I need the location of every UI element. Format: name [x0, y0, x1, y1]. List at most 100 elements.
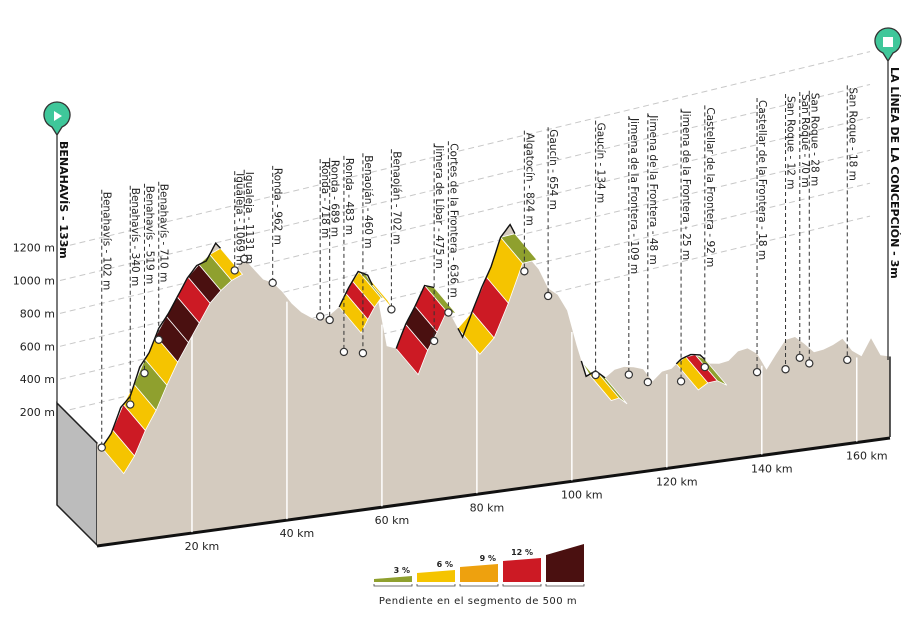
waypoint-dot — [429, 336, 439, 346]
terrain-area — [97, 224, 890, 545]
waypoint-label: Benahavís - 710 m — [158, 184, 170, 283]
waypoint-dot — [126, 400, 135, 409]
waypoint-label: Igualeja - 1131 m — [243, 172, 255, 264]
waypoint-label: Ronda - 718 m — [319, 161, 331, 238]
waypoint-label: Ronda - 689 m — [329, 160, 341, 237]
waypoint-dot — [140, 368, 149, 378]
legend-swatch — [460, 564, 498, 582]
waypoint-label: San Roque - 12 m — [785, 96, 797, 190]
waypoint-dot — [230, 266, 239, 275]
stop-glyph — [883, 37, 893, 47]
waypoint-dot — [97, 443, 106, 452]
profile-side-face — [56, 401, 98, 547]
waypoint-label: Benaoján - 702 m — [390, 151, 402, 244]
x-tick-label: 160 km — [846, 450, 888, 463]
gridline — [59, 215, 871, 413]
waypoint-label: Gaucín - 134 m — [595, 123, 607, 204]
play-glyph — [54, 111, 62, 121]
x-tick-label: 100 km — [561, 488, 603, 501]
waypoint-dot — [315, 312, 325, 321]
waypoint-label: Benahavís - 519 m — [143, 186, 155, 285]
legend-label: 3 % — [394, 566, 410, 575]
waypoint-label: Gaucín - 654 m — [547, 129, 559, 210]
gridline — [59, 84, 871, 281]
gridline — [59, 51, 871, 249]
legend-label: 12 % — [511, 548, 533, 557]
y-tick-label: 200 m — [20, 406, 55, 419]
waypoint-dot — [444, 308, 453, 317]
grade-band — [499, 233, 538, 264]
waypoint-dot — [325, 315, 334, 325]
legend-bracket — [502, 584, 542, 587]
waypoint-label: Castellar de la Frontera - 18 m — [756, 100, 768, 260]
waypoint-label: Ronda - 962 m — [272, 168, 284, 245]
start-finish-markers: BENAHAVÍS - 133m LA LÍNEA DE LA CONCEPCIÓ… — [43, 27, 902, 404]
waypoint-dot — [520, 267, 529, 276]
waypoint-layer: Benahavís - 102 m Benahavís - 340 m Benaha… — [97, 85, 858, 452]
climb — [457, 223, 538, 355]
waypoint-label: Jimena de la Frontera - 48 m — [647, 114, 659, 264]
waypoint-label: Jimena de la Frontera - 109 m — [628, 117, 640, 274]
waypoint-dot — [795, 353, 804, 362]
x-tick-label: 40 km — [280, 527, 315, 540]
waypoint-dot — [843, 355, 852, 365]
climb-outline — [675, 353, 706, 365]
legend-bracket — [373, 584, 413, 587]
y-tick-label: 1200 m — [13, 242, 55, 255]
grid-layer — [59, 51, 871, 413]
x-tick-label: 140 km — [751, 462, 793, 475]
x-tick-label: 120 km — [656, 475, 698, 488]
legend-swatch — [503, 558, 541, 582]
legend-swatch — [417, 570, 455, 582]
start-marker: BENAHAVÍS - 133m — [43, 101, 71, 404]
legend-swatch — [546, 544, 584, 582]
waypoint-dot — [700, 362, 710, 372]
legend-bracket — [416, 584, 456, 587]
waypoint-dot — [643, 377, 653, 387]
y-tick-label: 1000 m — [13, 275, 55, 288]
x-tick-label: 20 km — [185, 540, 220, 553]
climb — [395, 284, 458, 376]
legend-label: 6 % — [437, 560, 453, 569]
waypoint-dot — [676, 377, 686, 386]
legend-title: Pendiente en el segmento de 500 m — [379, 596, 577, 607]
waypoint-label: Ronda - 483 m — [343, 158, 355, 235]
waypoint-label: Benaoján - 460 m — [362, 155, 374, 248]
climb-outline — [101, 242, 222, 448]
waypoint-dot — [240, 254, 249, 264]
climb — [338, 270, 395, 334]
gridline — [59, 182, 871, 380]
waypoint-dot — [781, 365, 790, 374]
waypoint-dot — [339, 347, 349, 357]
legend-label: 9 % — [480, 554, 496, 563]
legend: 3 % 6 % 9 % 12 % Pendiente en el segmento de… — [373, 544, 585, 607]
waypoint-dot — [268, 278, 277, 288]
y-tick-label: 800 m — [20, 307, 55, 320]
climb-outline — [338, 270, 374, 308]
waypoint-dot — [358, 348, 368, 358]
waypoint-label: Benahavís - 102 m — [101, 192, 113, 291]
waypoint-dot — [387, 305, 396, 314]
legend-bracket — [545, 584, 585, 587]
climb-outline — [395, 284, 435, 349]
waypoint-label: San Roque - 28 m — [808, 93, 820, 187]
y-tick-label: 400 m — [20, 373, 55, 386]
x-tick-label: 60 km — [375, 514, 410, 527]
waypoint-dot — [624, 370, 634, 379]
waypoint-dot — [805, 359, 814, 368]
legend-bracket — [459, 584, 499, 587]
x-axis-labels: 20 km 40 km 60 km 80 km 100 km 120 km 140 km 16… — [185, 450, 888, 554]
terrain-layer — [56, 224, 891, 548]
x-tick-label: 80 km — [470, 501, 505, 514]
base-line — [96, 436, 891, 548]
gridline — [59, 116, 871, 314]
gridline — [59, 149, 871, 347]
waypoint-label: Jimera de Líbar - 475 m — [433, 144, 445, 269]
waypoint-dot — [591, 370, 600, 380]
waypoint-label: Jimena de la Frontera - 25 m — [680, 110, 692, 260]
waypoint-dot — [543, 291, 553, 301]
waypoint-label: Igualeja - 1069 m — [234, 173, 246, 265]
waypoint-label: Castellar de la Frontera - 92 m — [704, 107, 716, 267]
waypoint-label: San Roque - 70 m — [799, 94, 811, 188]
